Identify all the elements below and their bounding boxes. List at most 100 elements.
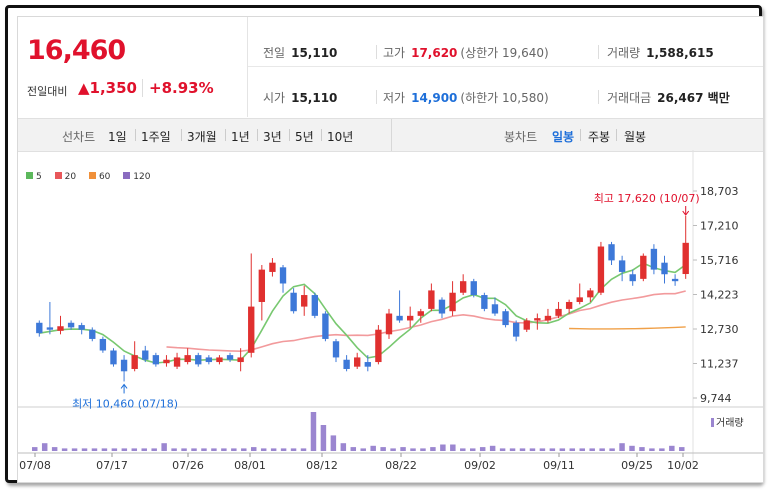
volume-bar <box>340 443 347 451</box>
candle-up <box>449 292 456 312</box>
volume-bar <box>81 448 88 451</box>
current-price: 16,460 <box>27 35 126 66</box>
volume-bar <box>589 448 595 451</box>
volume-bar <box>579 448 585 451</box>
volume-bar <box>270 448 277 451</box>
candle-up <box>248 306 255 353</box>
volume-legend-swatch <box>711 418 714 427</box>
volume-bar <box>559 448 566 451</box>
range-5y[interactable]: 5년 <box>295 130 314 144</box>
candle-up <box>163 359 170 364</box>
volume-bar <box>489 445 496 451</box>
candle-down <box>205 357 213 363</box>
volume-bar <box>151 448 157 451</box>
candle-daily[interactable]: 일봉 <box>552 130 575 144</box>
candle-down <box>195 355 202 365</box>
separator <box>135 129 136 141</box>
legend-swatch <box>88 172 96 179</box>
candle-up <box>216 357 223 363</box>
stat-value: 17,620 <box>411 46 458 60</box>
volume-bar <box>91 448 98 451</box>
candle-down <box>629 274 636 282</box>
legend-label: 120 <box>133 172 151 182</box>
price-summary: 16,460 전일대비 ▲1,350 +8.93% <box>18 17 248 117</box>
stat-open: 시가 15,110 <box>263 89 337 106</box>
volume-bar <box>161 443 167 451</box>
candle-down <box>491 304 499 314</box>
candle-up <box>173 357 181 367</box>
stat-high: 고가 17,620 (상한가 19,640) <box>383 44 549 61</box>
volume-bar <box>669 445 675 451</box>
y-tick-label: 9,744 <box>700 392 732 405</box>
volume-bar <box>280 448 287 451</box>
stat-label: 시가 <box>263 91 286 105</box>
x-tick-label: 08/12 <box>306 459 338 472</box>
legend-ma120: 120 <box>123 172 150 182</box>
change-percent: +8.93% <box>142 79 214 97</box>
candle-down <box>332 341 340 358</box>
change-value: ▲1,350 <box>78 79 137 97</box>
volume-bar <box>231 448 237 451</box>
candle-down <box>438 299 446 314</box>
separator <box>257 129 258 141</box>
legend-ma5: 5 <box>26 172 42 182</box>
candle-up <box>576 297 583 302</box>
candle-down <box>512 322 520 337</box>
candle-down <box>650 248 658 270</box>
candle-weekly[interactable]: 주봉 <box>588 130 611 144</box>
volume-bar <box>400 447 406 451</box>
y-tick-label: 12,730 <box>700 323 739 336</box>
volume-bar <box>529 448 536 451</box>
y-tick-label: 15,716 <box>700 254 739 267</box>
volume-bar <box>360 448 366 451</box>
stat-value: 26,467 백만 <box>657 91 730 105</box>
volume-bar <box>599 448 605 451</box>
line-chart-label: 선차트 <box>62 130 96 144</box>
stat-amount: 거래대금 26,467 백만 <box>607 89 730 106</box>
x-tick-label: 08/22 <box>385 459 417 472</box>
volume-bar <box>609 448 615 451</box>
range-1y[interactable]: 1년 <box>231 130 250 144</box>
candle-down <box>67 322 75 328</box>
x-tick-label: 07/26 <box>172 459 204 472</box>
volume-bar <box>450 444 456 451</box>
stat-value: 15,110 <box>291 46 338 60</box>
candle-down <box>120 359 128 372</box>
candle-up <box>301 295 308 307</box>
range-10y[interactable]: 10년 <box>327 130 354 144</box>
legend-label: 20 <box>64 172 77 182</box>
y-tick-label: 17,210 <box>700 219 739 232</box>
volume-bar <box>320 425 327 451</box>
legend-ma60: 60 <box>88 172 110 182</box>
range-1w[interactable]: 1주일 <box>141 130 171 144</box>
candlestick-chart: 18,703 17,210 15,716 14,223 12,730 11,237 9,74… <box>18 150 763 472</box>
separator <box>225 129 226 141</box>
candle-monthly[interactable]: 월봉 <box>624 130 647 144</box>
candle-down <box>311 295 318 316</box>
candle-down <box>279 267 287 284</box>
volume-bar <box>470 448 476 451</box>
volume-bar <box>330 435 337 451</box>
volume-bar <box>191 448 197 451</box>
range-3m[interactable]: 3개월 <box>187 130 217 144</box>
stat-prev-close: 전일 15,110 <box>263 44 337 61</box>
ma-legend: 5 20 60 120 <box>26 172 160 182</box>
volume-bar <box>410 448 416 451</box>
separator <box>598 90 599 104</box>
volume-bar <box>141 448 147 451</box>
candle-up <box>354 357 361 367</box>
x-tick-label: 10/02 <box>667 459 699 472</box>
volume-bar <box>430 447 436 451</box>
toolbar-divider <box>391 119 392 151</box>
volume-bar <box>519 448 526 451</box>
candle-up <box>565 301 573 309</box>
stat-label: 고가 <box>383 46 406 60</box>
volume-bar <box>111 448 118 451</box>
candle-up <box>682 242 689 275</box>
candle-down <box>322 313 329 339</box>
candle-down <box>364 362 371 367</box>
high-arrow-head <box>682 210 690 216</box>
range-1d[interactable]: 1일 <box>108 130 127 144</box>
candle-down <box>290 292 297 312</box>
range-3y[interactable]: 3년 <box>263 130 282 144</box>
